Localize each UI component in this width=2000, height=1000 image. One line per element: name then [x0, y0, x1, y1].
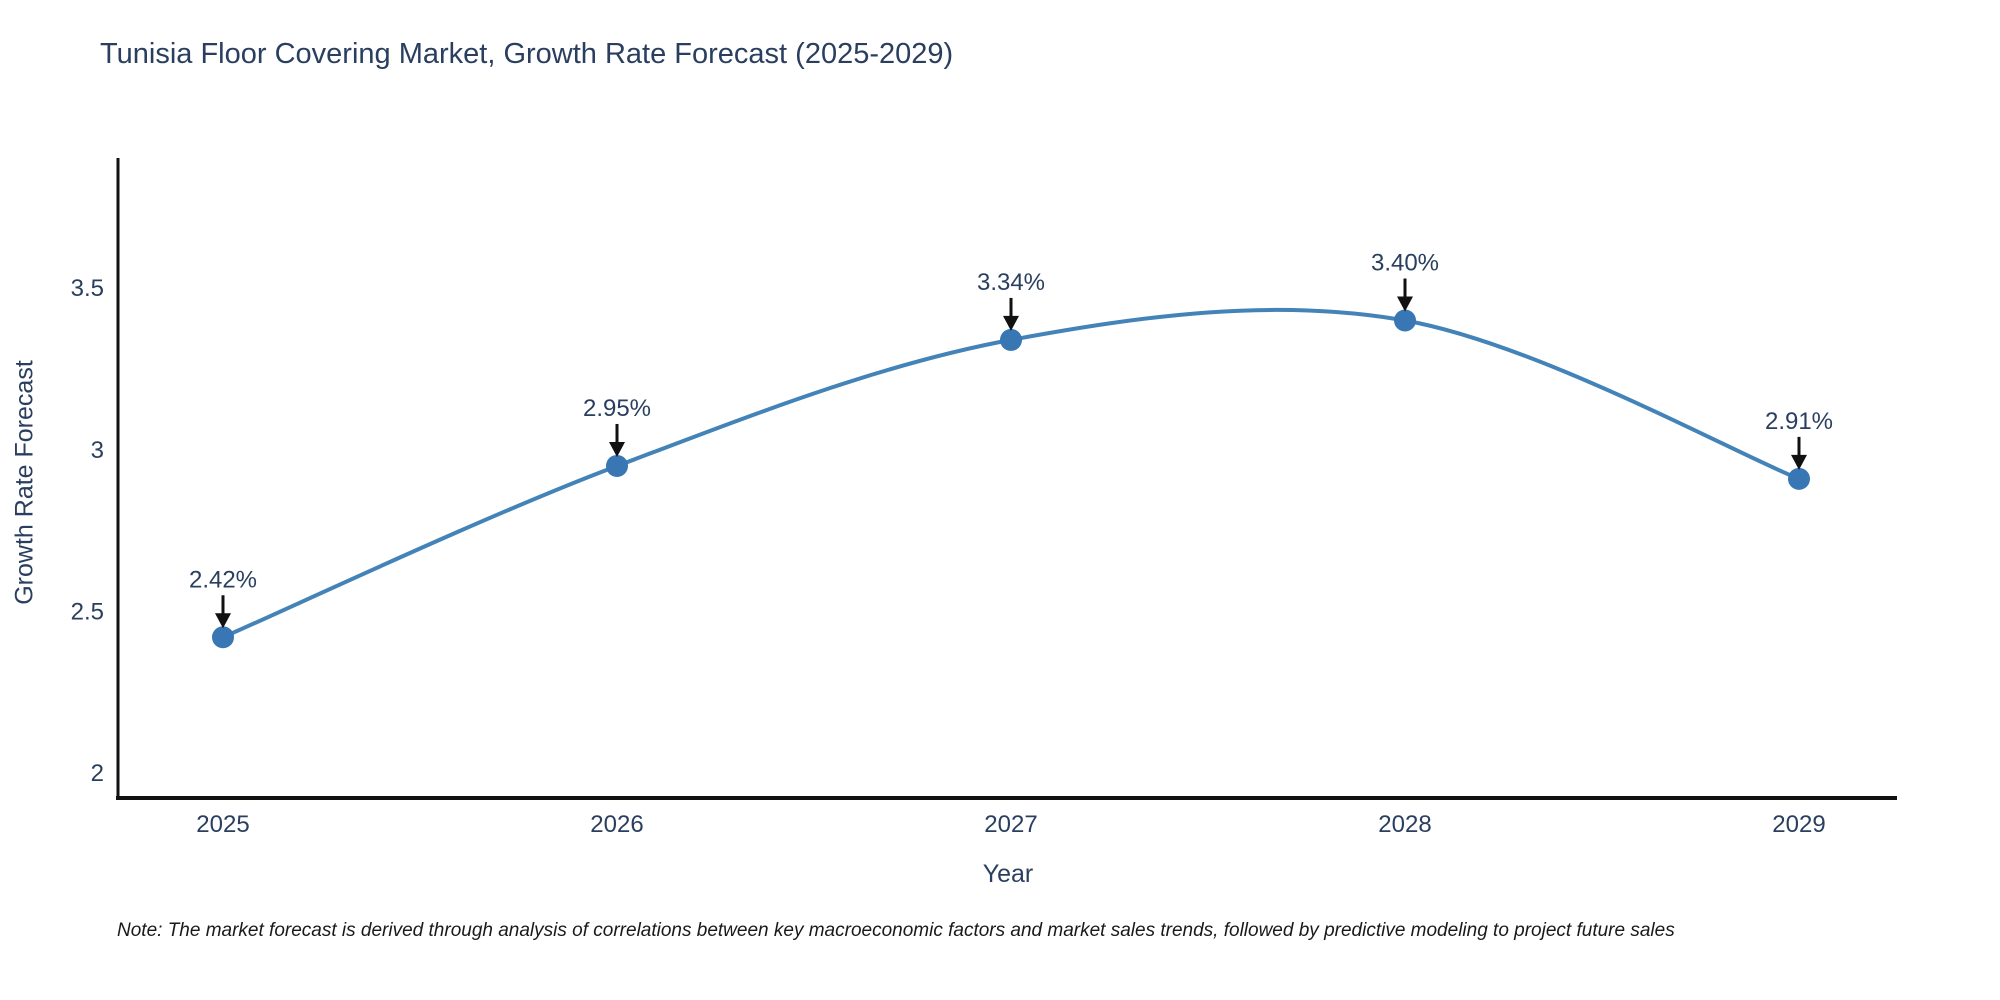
y-tick-label: 3.5: [71, 275, 104, 302]
data-point-marker: [1394, 309, 1416, 332]
trend-line: [221, 307, 1801, 640]
y-tick-label: 2.5: [71, 598, 104, 625]
point-value-label: 3.34%: [977, 269, 1045, 296]
point-value-label: 3.40%: [1371, 250, 1439, 277]
data-point-marker: [212, 626, 234, 649]
annotation-arrowhead-icon: [1003, 315, 1019, 331]
point-value-label: 2.42%: [189, 566, 257, 593]
x-axis-title: Year: [982, 860, 1034, 888]
data-point-marker: [606, 454, 628, 477]
y-tick-label: 2: [91, 760, 104, 787]
x-tick-label: 2027: [984, 811, 1037, 838]
x-tick-label: 2025: [196, 811, 249, 838]
x-tick-label: 2028: [1378, 811, 1431, 838]
point-value-label: 2.95%: [583, 395, 651, 422]
annotation-arrowhead-icon: [1791, 454, 1807, 470]
x-tick-label: 2026: [590, 811, 643, 838]
data-point-marker: [1000, 328, 1022, 351]
annotation-arrowhead-icon: [1397, 296, 1413, 312]
annotation-arrowhead-icon: [215, 613, 231, 629]
footnote: Note: The market forecast is derived thr…: [117, 920, 1675, 941]
data-point-marker: [1788, 467, 1810, 490]
chart-title: Tunisia Floor Covering Market, Growth Ra…: [100, 38, 954, 70]
y-tick-label: 3: [91, 437, 104, 464]
point-value-label: 2.91%: [1765, 408, 1833, 435]
annotation-arrowhead-icon: [609, 441, 625, 457]
x-tick-label: 2029: [1772, 811, 1825, 838]
